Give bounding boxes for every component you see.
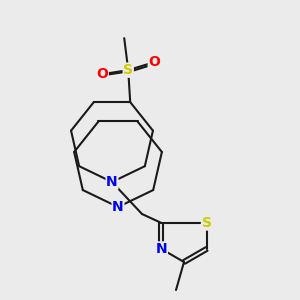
Text: S: S: [123, 63, 133, 77]
Text: S: S: [202, 216, 212, 230]
Text: N: N: [112, 200, 124, 214]
Text: O: O: [96, 67, 108, 81]
Text: N: N: [106, 175, 118, 189]
Text: O: O: [148, 55, 160, 69]
Text: N: N: [156, 242, 167, 256]
